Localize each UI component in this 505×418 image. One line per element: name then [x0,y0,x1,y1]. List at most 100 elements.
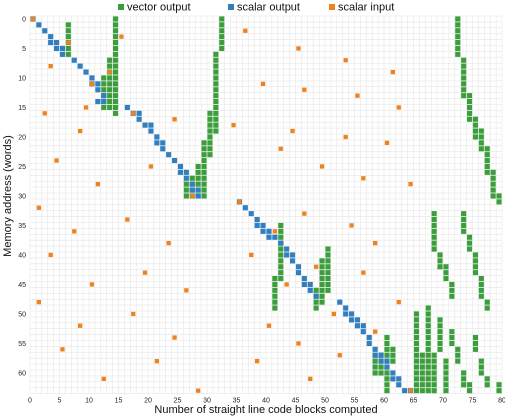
vector-output-cell [278,276,284,282]
vector-output-cell [207,146,213,152]
scalar-output-cell [42,28,48,34]
scalar-input-cell [331,311,336,317]
scalar-input-cell [54,158,59,163]
scalar-input-cell [337,353,342,358]
vector-output-cell [472,346,478,352]
vector-output-cell [325,246,331,252]
vector-output-cell [490,169,496,175]
vector-output-cell [425,358,431,364]
scalar-output-cell [290,252,296,258]
x-tick-label: 5 [58,398,62,405]
scalar-output-cell [372,346,378,352]
vector-output-cell [272,276,278,282]
vector-output-cell [219,22,225,28]
y-tick-label: 45 [18,282,26,289]
scalar-output-cell [101,93,107,99]
vector-output-cell [484,305,490,311]
vector-output-cell [472,258,478,264]
vector-output-cell [431,364,437,370]
scalar-output-cell [284,252,290,258]
x-tick-label: 70 [439,398,447,405]
scalar-input-cell [119,34,124,39]
scalar-output-cell [48,34,54,40]
scalar-input-cell [72,229,77,234]
vector-output-cell [278,270,284,276]
x-axis-label: Number of straight line code blocks comp… [154,404,377,416]
vector-output-cell [437,264,443,270]
x-tick-label: 50 [321,398,329,405]
vector-output-cell [443,358,449,364]
scalar-input-cell [196,388,201,393]
vector-output-cell [113,51,119,57]
scalar-input-cell [361,176,366,181]
vector-output-cell [319,270,325,276]
vector-output-cell [201,158,207,164]
scalar-output-cell [284,246,290,252]
vector-output-cell [455,16,461,22]
vector-output-cell [443,270,449,276]
scalar-output-cell [278,240,284,246]
scalar-input-cell [361,270,366,275]
vector-output-cell [319,287,325,293]
vector-output-cell [272,293,278,299]
vector-output-cell [484,152,490,158]
x-tick-label: 20 [144,398,152,405]
vector-output-cell [467,110,473,116]
vector-output-cell [425,352,431,358]
vector-output-cell [461,93,467,99]
scalar-output-cell [313,293,319,299]
vector-output-cell [437,335,443,341]
vector-output-cell [472,340,478,346]
vector-output-cell [431,246,437,252]
scalar-output-cell [396,376,402,382]
scalar-input-cell [172,335,177,340]
vector-output-cell [425,323,431,329]
vector-output-cell [390,352,396,358]
y-tick-label: 25 [18,164,26,171]
vector-output-cell [213,57,219,63]
scalar-output-cell [266,228,272,234]
vector-output-cell [113,81,119,87]
vector-output-cell [461,222,467,228]
vector-output-cell [278,264,284,270]
vector-output-cell [484,382,490,388]
scalar-input-cell [231,123,236,128]
vector-output-cell [484,146,490,152]
grid [29,15,503,394]
vector-output-cell [313,299,319,305]
scalar-input-cell [284,282,289,287]
vector-output-cell [455,22,461,28]
vector-output-cell [201,146,207,152]
vector-output-cell [419,364,425,370]
scalar-output-cell [142,122,148,128]
vector-output-cell [455,40,461,46]
vector-output-cell [113,63,119,69]
vector-output-cell [319,281,325,287]
y-tick-label: 30 [18,193,26,200]
vector-output-cell [113,99,119,105]
scalar-output-cell [242,205,248,211]
vector-output-cell [372,364,378,370]
scalar-input-cell [396,105,401,110]
scalar-input-cell [66,40,71,45]
scalar-input-cell [302,87,307,92]
vector-output-cell [478,128,484,134]
vector-output-cell [207,110,213,116]
vector-output-cell [107,104,113,110]
vector-output-cell [455,34,461,40]
scalar-input-cell [83,105,89,110]
vector-output-cell [201,169,207,175]
scalar-input-cell [278,146,283,151]
vector-output-cell [431,217,437,223]
vector-output-cell [455,45,461,51]
vector-output-cell [201,163,207,169]
vector-output-cell [425,335,431,341]
scalar-input-cell [343,134,348,140]
scalar-input-cell [48,252,53,258]
vector-output-cell [272,287,278,293]
scalar-output-cell [136,110,142,116]
scalar-output-cell [343,311,349,317]
scalar-output-cell [166,152,172,158]
vector-output-cell [413,323,419,329]
vector-output-cell [431,234,437,240]
